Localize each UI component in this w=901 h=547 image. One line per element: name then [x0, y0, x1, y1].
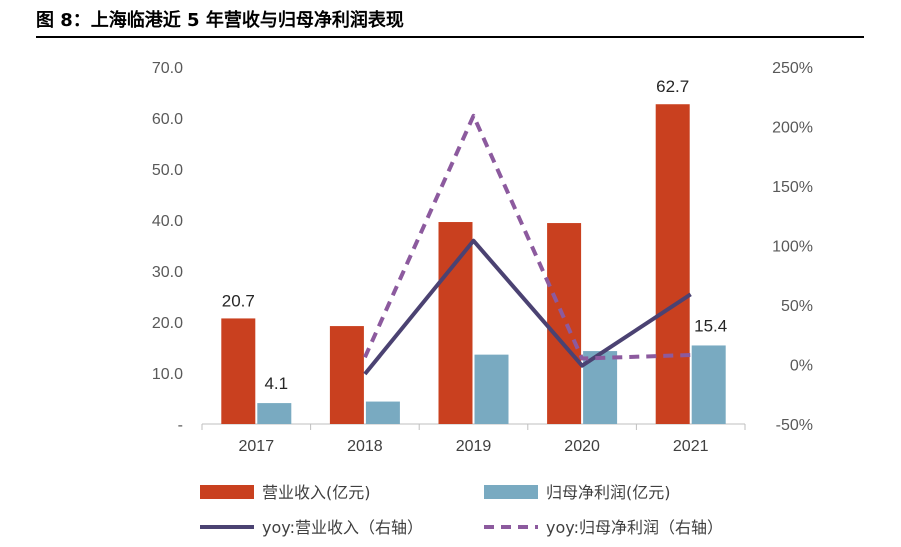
y-right-tick-label: 150%: [772, 179, 813, 196]
y-left-tick-label: 50.0: [152, 162, 183, 179]
legend-label: 归母净利润(亿元): [546, 483, 671, 502]
y-left-tick-label: 10.0: [152, 366, 183, 383]
data-label: 20.7: [222, 291, 255, 310]
y-right-tick-label: 0%: [790, 358, 813, 375]
x-tick-label: 2018: [347, 438, 383, 455]
y-left-tick-label: 40.0: [152, 213, 183, 230]
revenue-bar: [547, 223, 582, 424]
legend-swatch: [484, 485, 538, 499]
yoy-profit-line: [363, 113, 691, 361]
x-tick-label: 2017: [239, 438, 275, 455]
data-label: 62.7: [656, 77, 689, 96]
y-right-tick-label: -50%: [776, 417, 813, 434]
y-left-tick-label: -: [178, 417, 183, 434]
net-profit-bar: [474, 354, 509, 424]
y-right-tick-label: 100%: [772, 239, 813, 256]
revenue-bar: [221, 318, 256, 424]
legend-label: yoy:归母净利润（右轴）: [546, 518, 723, 537]
title-rule: [36, 36, 864, 38]
x-tick-label: 2021: [673, 438, 709, 455]
yoy-revenue-line: [363, 238, 692, 376]
net-profit-bar: [691, 345, 726, 424]
data-label: 15.4: [694, 316, 727, 335]
revenue-bar: [655, 104, 690, 424]
y-left-tick-label: 70.0: [152, 60, 183, 77]
y-left-tick-label: 20.0: [152, 315, 183, 332]
y-left-tick-label: 60.0: [152, 111, 183, 128]
legend-label: yoy:营业收入（右轴）: [262, 518, 423, 537]
y-right-tick-label: 50%: [781, 298, 813, 315]
legend-label: 营业收入(亿元): [262, 483, 371, 502]
revenue-bar: [438, 222, 473, 424]
y-right-tick-label: 250%: [772, 60, 813, 77]
net-profit-bar: [257, 403, 292, 424]
net-profit-bar: [365, 401, 400, 424]
x-tick-label: 2020: [564, 438, 600, 455]
data-label: 4.1: [264, 374, 288, 393]
x-tick-label: 2019: [456, 438, 492, 455]
revenue-bar: [329, 326, 364, 424]
figure-title: 图 8：上海临港近 5 年营收与归母净利润表现: [36, 10, 404, 31]
y-left-tick-label: 30.0: [152, 264, 183, 281]
y-right-tick-label: 200%: [772, 120, 813, 137]
legend-swatch: [200, 485, 254, 499]
